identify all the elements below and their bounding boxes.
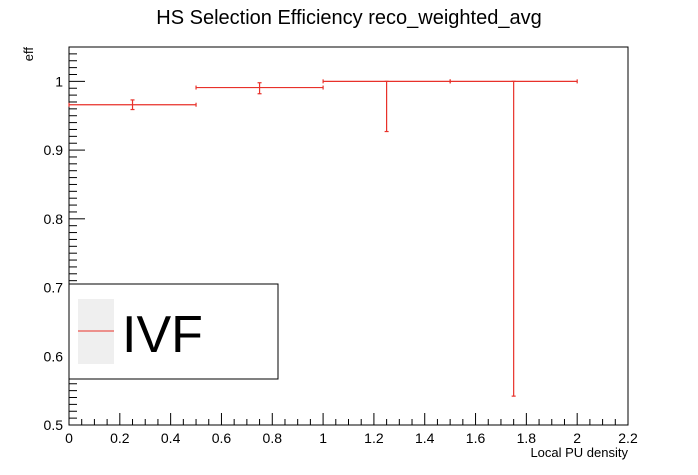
x-tick-label: 1.4	[415, 430, 435, 446]
y-tick-label: 0.5	[44, 417, 64, 433]
data-point	[322, 79, 451, 133]
data-point	[195, 82, 324, 95]
x-tick-label: 0.2	[110, 430, 130, 446]
y-tick-label: 0.7	[44, 280, 64, 296]
x-tick-label: 0.8	[263, 430, 283, 446]
x-tick-label: 2.2	[618, 430, 638, 446]
x-axis-title: Local PU density	[530, 445, 628, 460]
y-tick-label: 0.6	[44, 348, 64, 364]
x-tick-label: 1.2	[364, 430, 384, 446]
legend-label: IVF	[122, 306, 203, 364]
y-axis-title: eff	[21, 47, 36, 62]
x-axis: 0 0.2 0.4 0.6 0.8 1 1.2 1.4 1.6 1.8 2 2.2	[65, 413, 638, 446]
y-tick-label: 0.8	[44, 211, 64, 227]
series-layer	[68, 79, 578, 397]
data-point	[449, 79, 578, 397]
x-tick-label: 1	[319, 430, 327, 446]
chart-title: HS Selection Efficiency reco_weighted_av…	[156, 7, 541, 29]
data-point	[68, 99, 197, 111]
x-tick-label: 1.8	[517, 430, 537, 446]
y-axis: 0.5 0.6 0.7 0.8 0.9 1	[44, 46, 85, 433]
legend: IVF	[68, 283, 279, 380]
y-tick-label: 0.9	[44, 142, 64, 158]
y-tick-label: 1	[55, 73, 63, 89]
x-tick-label: 0.6	[212, 430, 232, 446]
x-tick-label: 0	[65, 430, 73, 446]
x-tick-label: 0.4	[161, 430, 181, 446]
x-tick-label: 1.6	[466, 430, 486, 446]
x-tick-label: 2	[573, 430, 581, 446]
